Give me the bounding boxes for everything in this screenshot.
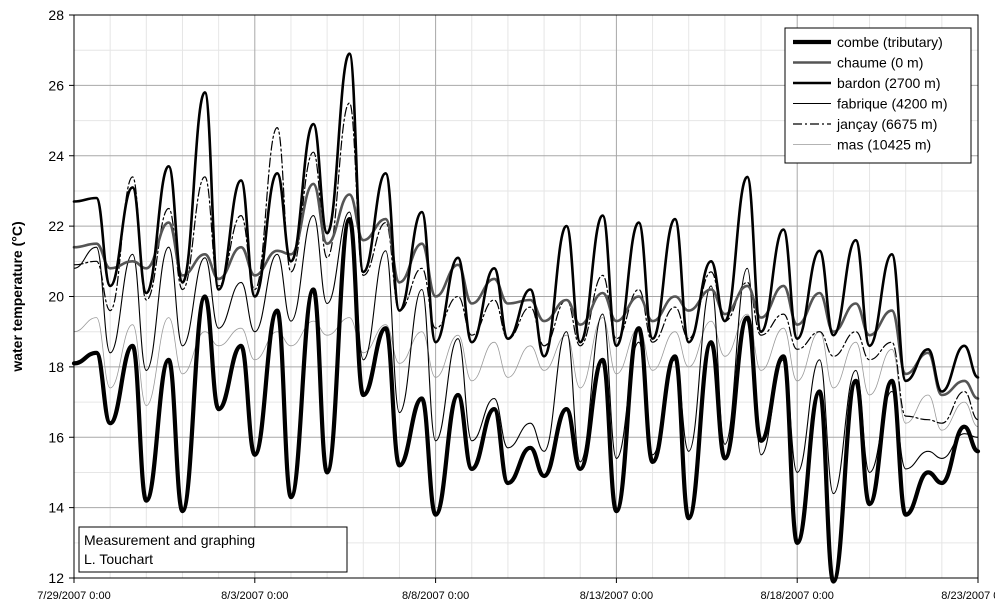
y-tick-label: 14 (48, 500, 64, 516)
x-tick-label: 8/18/2007 0:00 (760, 590, 833, 602)
attribution-frame (78, 526, 348, 573)
legend-box (784, 27, 972, 164)
y-tick-label: 26 (48, 77, 64, 93)
y-tick-label: 28 (48, 7, 64, 23)
y-axis-ticks: 12 14 16 18 20 22 24 26 28 (48, 7, 74, 586)
x-tick-label: 7/29/2007 0:00 (37, 590, 110, 602)
x-tick-label: 8/3/2007 0:00 (221, 590, 288, 602)
legend-label-3: fabrique (4200 m) (837, 96, 948, 112)
y-axis-label: water temperature (°C) (9, 221, 25, 372)
x-tick-label: 8/8/2007 0:00 (402, 590, 469, 602)
legend-label-5: mas (10425 m) (837, 137, 931, 153)
legend-label-1: chaume (0 m) (837, 55, 923, 71)
y-tick-label: 16 (48, 429, 64, 445)
y-tick-label: 18 (48, 359, 64, 375)
x-axis-ticks: 7/29/2007 0:00 8/3/2007 0:00 8/8/2007 0:00… (37, 578, 995, 602)
y-tick-label: 22 (48, 218, 64, 234)
series-layer (71, 52, 981, 584)
attribution-line-1: Measurement and graphing (84, 532, 255, 548)
series-line-0 (71, 217, 981, 584)
series-line-4 (73, 102, 979, 424)
y-tick-label: 24 (48, 148, 64, 164)
legend: combe (tributary) chaume (0 m) bardon (270… (784, 27, 972, 164)
x-tick-label: 8/13/2007 0:00 (580, 590, 653, 602)
series-line-5 (73, 313, 979, 431)
attribution-box: Measurement and graphing L. Touchart (78, 526, 348, 573)
legend-label-2: bardon (2700 m) (837, 75, 941, 91)
legend-label-0: combe (tributary) (837, 34, 943, 50)
series-line-2 (72, 52, 980, 393)
y-tick-label: 20 (48, 289, 64, 305)
attribution-line-2: L. Touchart (84, 551, 153, 567)
y-tick-label: 12 (48, 570, 64, 586)
x-tick-label: 8/23/2007 0:00 (941, 590, 995, 602)
legend-label-4: jançay (6675 m) (836, 116, 937, 132)
series-line-3 (73, 211, 979, 495)
